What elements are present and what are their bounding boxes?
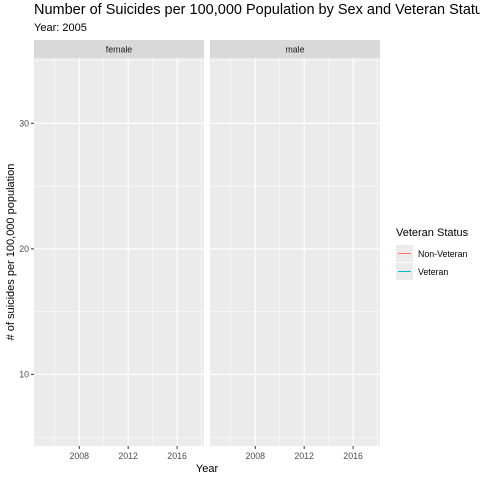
x-tick-label: 2008 <box>69 451 89 461</box>
y-tick-label: 30 <box>19 118 29 128</box>
y-axis-label: # of suicides per 100,000 population <box>5 164 17 341</box>
x-tick-label: 2016 <box>167 451 187 461</box>
facet-label-male: male <box>285 45 304 55</box>
y-tick-label: 10 <box>19 369 29 379</box>
x-tick-label: 2012 <box>294 451 314 461</box>
x-tick-label: 2012 <box>118 451 138 461</box>
facet-strip-female <box>34 40 204 58</box>
y-tick-label: 20 <box>19 244 29 254</box>
panel-background-male <box>210 58 380 446</box>
legend-item-veteran: Veteran <box>396 263 476 280</box>
x-tick-label: 2016 <box>343 451 363 461</box>
chart-title: Number of Suicides per 100,000 Populatio… <box>34 2 480 18</box>
x-axis-label: Year <box>196 463 219 475</box>
legend-item-non-veteran: Non-Veteran <box>396 245 476 262</box>
legend-label-veteran: Veteran <box>418 266 449 277</box>
x-tick-label: 2008 <box>245 451 265 461</box>
facet-strip-male <box>210 40 380 58</box>
legend: Veteran Status Non-Veteran Veteran <box>396 227 476 281</box>
facet-label-female: female <box>106 45 133 55</box>
legend-title: Veteran Status <box>396 227 469 239</box>
legend-label-non-veteran: Non-Veteran <box>418 248 468 259</box>
chart-subtitle: Year: 2005 <box>34 22 87 34</box>
panel-background-female <box>34 58 204 446</box>
legend-key-veteran <box>396 263 413 280</box>
legend-key-non-veteran <box>396 245 413 262</box>
